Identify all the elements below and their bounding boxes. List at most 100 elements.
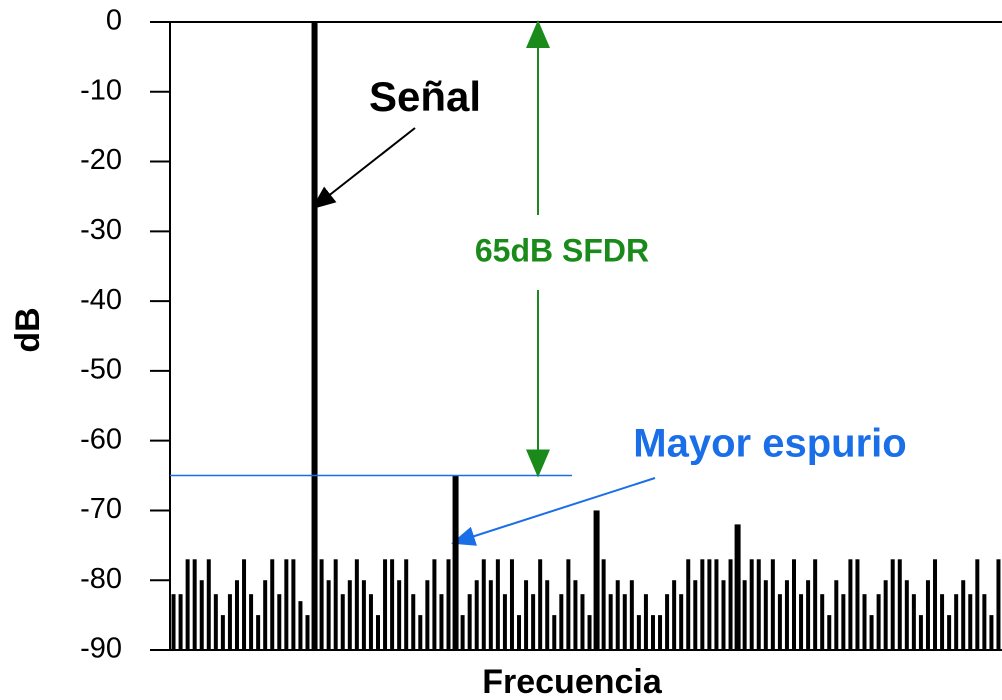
bar [481,559,486,650]
bar [806,580,811,650]
bar [199,580,204,650]
bar [545,580,550,650]
spur-label: Mayor espurio [633,422,906,466]
bar [848,559,853,650]
bar [813,559,818,650]
bar [452,475,459,650]
bar [989,615,994,650]
bar [383,559,388,650]
y-axis-label: dB [9,307,47,352]
bar [918,615,923,650]
bar [432,559,437,650]
bar [911,594,916,650]
bar [171,594,176,650]
y-tick-label: -90 [80,633,122,665]
bar [834,580,839,650]
bar [418,615,423,650]
bar [284,559,289,650]
bar [658,615,663,650]
bar [763,580,768,650]
bar [213,594,218,650]
bar [538,559,543,650]
bar [439,594,444,650]
y-tick-label: -50 [80,354,122,386]
bar [672,580,677,650]
bar [827,615,832,650]
bar [643,594,648,650]
bar [495,559,500,650]
spur-arrow [451,477,656,546]
bar [425,580,430,650]
bar [961,580,966,650]
bar [368,594,373,650]
bar [593,510,600,650]
bar [242,559,247,650]
bar [841,594,846,650]
sfdr-label: 65dB SFDR [475,232,649,268]
y-tick-label: -80 [80,563,122,595]
bar [333,559,338,650]
bar [404,559,409,650]
bar [622,594,627,650]
bar [502,594,507,650]
bar [474,580,479,650]
bar [552,615,557,650]
bar [742,580,747,650]
bar [954,594,959,650]
bar [947,615,952,650]
bar [249,594,254,650]
bar [734,524,741,650]
bar [890,559,895,650]
bar [291,559,296,650]
bar [904,580,909,650]
bar [580,594,585,650]
bar [862,594,867,650]
bar [566,559,571,650]
bar [855,559,860,650]
bar [869,615,874,650]
bar [665,594,670,650]
bar [636,615,641,650]
bar [270,559,275,650]
bar [517,615,522,650]
bar [178,594,183,650]
bar [298,601,303,650]
bar [305,615,310,650]
bar [185,559,190,650]
bar [679,594,684,650]
bar [629,580,634,650]
bar [749,559,754,650]
bar [876,594,881,650]
signal-arrow [311,127,416,210]
bar [234,580,239,650]
bar [728,559,733,650]
bar [925,580,930,650]
bar [256,615,261,650]
bar [756,559,761,650]
bar [615,580,620,650]
bar [700,559,705,650]
plot-area [150,21,1002,651]
bar [227,594,232,650]
bar [721,580,726,650]
bar [340,594,345,650]
bar [397,580,402,650]
y-tick-label: -40 [80,284,122,316]
bar [686,559,691,650]
x-axis-label: Frecuencia [482,663,663,700]
bar [411,594,416,650]
bar [573,580,578,650]
signal-label: Señal [369,73,481,120]
y-tick-label: -70 [80,493,122,525]
bar [559,594,564,650]
y-tick-label: -30 [80,214,122,246]
bar [820,594,825,650]
bar [524,580,529,650]
bar [897,559,902,650]
bar [650,615,655,650]
bar [390,559,395,650]
bar [982,594,987,650]
bar [996,559,1001,650]
bar [770,559,775,650]
